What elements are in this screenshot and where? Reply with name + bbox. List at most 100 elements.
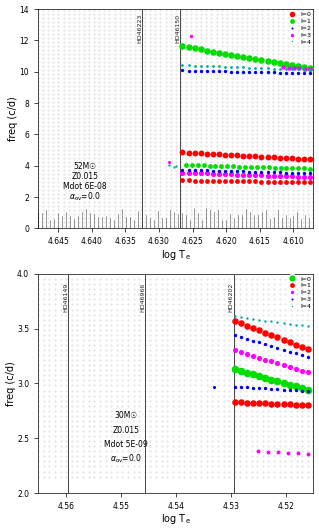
Point bbox=[232, 383, 237, 391]
Point bbox=[305, 368, 310, 377]
Point bbox=[275, 400, 280, 408]
Point bbox=[301, 63, 307, 71]
Point bbox=[167, 161, 172, 169]
Point bbox=[238, 348, 243, 356]
Point bbox=[293, 340, 298, 349]
Point bbox=[293, 320, 298, 329]
Point bbox=[222, 67, 227, 76]
Point bbox=[225, 162, 230, 170]
Point bbox=[299, 386, 304, 395]
Point bbox=[244, 314, 249, 322]
Point bbox=[250, 336, 256, 345]
Point bbox=[281, 319, 286, 327]
Point bbox=[198, 62, 203, 70]
Point bbox=[250, 323, 256, 332]
Point bbox=[253, 168, 258, 176]
Point bbox=[241, 63, 246, 72]
Point bbox=[249, 163, 254, 171]
Point bbox=[234, 151, 240, 160]
Point bbox=[286, 63, 291, 72]
Point bbox=[259, 171, 264, 180]
Point bbox=[210, 169, 215, 178]
Point bbox=[295, 169, 300, 177]
Point bbox=[241, 170, 246, 179]
Point bbox=[290, 164, 295, 172]
Point bbox=[284, 164, 289, 172]
Point bbox=[210, 47, 215, 56]
Point bbox=[186, 43, 191, 52]
Point bbox=[259, 68, 264, 77]
Point bbox=[204, 149, 209, 158]
Point bbox=[287, 338, 292, 346]
Point bbox=[198, 45, 203, 54]
Point bbox=[204, 46, 209, 55]
Point bbox=[241, 152, 246, 160]
Point bbox=[180, 148, 185, 157]
Point bbox=[198, 169, 203, 178]
Point bbox=[192, 44, 197, 53]
Point bbox=[180, 165, 185, 174]
Point bbox=[287, 320, 292, 328]
Point bbox=[180, 66, 185, 74]
Point bbox=[277, 178, 282, 186]
Point bbox=[198, 66, 203, 75]
Text: HD46202: HD46202 bbox=[229, 282, 234, 312]
Point bbox=[253, 171, 258, 179]
Point bbox=[295, 62, 300, 70]
Point bbox=[301, 178, 307, 187]
Point bbox=[256, 326, 262, 335]
Point bbox=[287, 400, 292, 409]
Point bbox=[293, 349, 298, 358]
Point bbox=[289, 172, 294, 181]
Point bbox=[254, 163, 259, 171]
Point bbox=[271, 58, 276, 66]
Point bbox=[216, 150, 221, 159]
Point bbox=[302, 64, 307, 73]
Point bbox=[308, 164, 313, 173]
Point bbox=[259, 168, 264, 176]
Point bbox=[247, 152, 252, 160]
Y-axis label: freq (c/d): freq (c/d) bbox=[5, 361, 16, 406]
Point bbox=[244, 398, 249, 407]
Point bbox=[256, 384, 262, 393]
Point bbox=[265, 57, 270, 65]
Point bbox=[301, 172, 307, 181]
Point bbox=[222, 177, 227, 185]
Point bbox=[204, 169, 209, 178]
Point bbox=[271, 64, 276, 73]
Point bbox=[295, 154, 300, 163]
Point bbox=[277, 69, 282, 77]
Point bbox=[186, 148, 191, 157]
Point bbox=[259, 177, 264, 186]
Point bbox=[265, 177, 270, 186]
Point bbox=[305, 401, 310, 410]
Point bbox=[269, 385, 274, 393]
Point bbox=[204, 66, 209, 75]
Point bbox=[269, 357, 274, 365]
Point bbox=[250, 314, 256, 323]
Point bbox=[222, 167, 227, 175]
Point bbox=[167, 158, 172, 167]
Point bbox=[289, 154, 294, 162]
Point bbox=[256, 372, 262, 380]
Point bbox=[210, 177, 215, 185]
Point bbox=[222, 151, 227, 159]
Point bbox=[283, 178, 288, 186]
Point bbox=[222, 170, 227, 178]
Text: Mdot 5E-09: Mdot 5E-09 bbox=[104, 440, 148, 449]
Point bbox=[241, 177, 246, 186]
Point bbox=[198, 176, 203, 185]
Point bbox=[234, 63, 240, 71]
Point bbox=[247, 54, 252, 62]
Point bbox=[269, 342, 274, 350]
Text: Z0.015: Z0.015 bbox=[71, 172, 99, 181]
Point bbox=[250, 370, 256, 379]
Point bbox=[308, 178, 313, 187]
Point bbox=[250, 352, 256, 360]
Point bbox=[238, 383, 243, 391]
Point bbox=[283, 60, 288, 68]
Point bbox=[271, 171, 276, 180]
Point bbox=[283, 65, 288, 73]
Point bbox=[292, 64, 297, 72]
Point bbox=[192, 169, 197, 177]
